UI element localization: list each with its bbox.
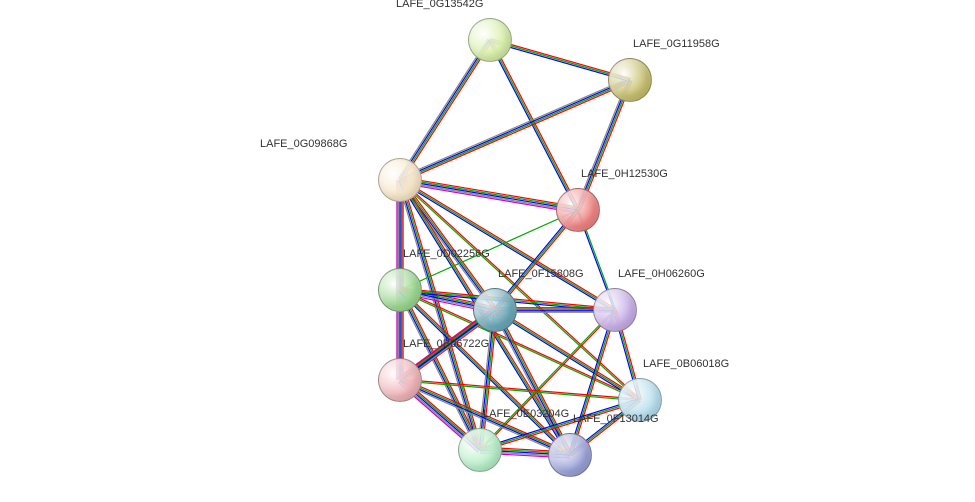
node[interactable]: LAFE_0E03204G	[458, 428, 502, 472]
edge	[489, 41, 577, 211]
edge	[490, 40, 578, 210]
node[interactable]: LAFE_0G09868G	[378, 158, 422, 202]
node[interactable]: LAFE_0G13542G	[468, 18, 512, 62]
edge	[400, 177, 578, 207]
node-circle[interactable]	[378, 268, 422, 312]
edge	[491, 39, 579, 209]
node-circle[interactable]	[618, 378, 662, 422]
node-circle[interactable]	[593, 288, 637, 332]
node-circle[interactable]	[458, 428, 502, 472]
node[interactable]: LAFE_0B06722G	[378, 358, 422, 402]
node-circle[interactable]	[608, 58, 652, 102]
node-circle[interactable]	[556, 188, 600, 232]
node-circle[interactable]	[548, 433, 592, 477]
node[interactable]: LAFE_0G11958G	[608, 58, 652, 102]
node-circle[interactable]	[473, 288, 517, 332]
node-circle[interactable]	[468, 18, 512, 62]
node[interactable]: LAFE_0B06018G	[618, 378, 662, 422]
node[interactable]: LAFE_0H12530G	[556, 188, 600, 232]
network-graph: LAFE_0G13542G LAFE_0G11958G LAFE_0G09868G L…	[0, 0, 975, 502]
edge	[400, 210, 578, 290]
node-circle[interactable]	[378, 358, 422, 402]
edge-layer	[0, 0, 975, 502]
node-circle[interactable]	[378, 158, 422, 202]
node[interactable]: LAFE_0F13014G	[548, 433, 592, 477]
node[interactable]: LAFE_0D02256G	[378, 268, 422, 312]
node[interactable]: LAFE_0H06260G	[593, 288, 637, 332]
node[interactable]: LAFE_0F15808G	[473, 288, 517, 332]
